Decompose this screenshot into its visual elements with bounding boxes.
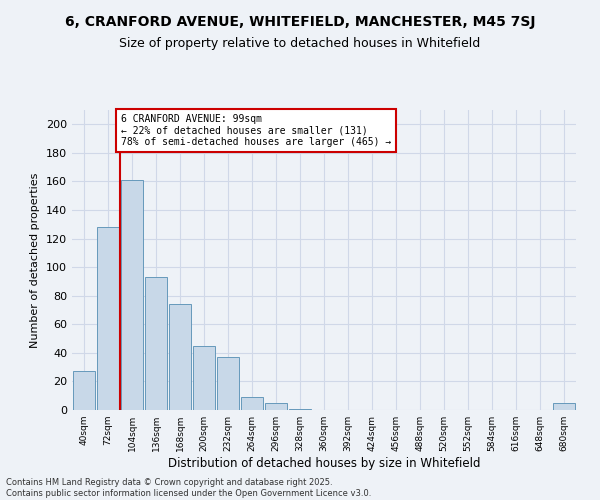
Bar bbox=[121, 180, 143, 410]
Bar bbox=[73, 372, 95, 410]
X-axis label: Distribution of detached houses by size in Whitefield: Distribution of detached houses by size … bbox=[168, 457, 480, 470]
Bar bbox=[193, 346, 215, 410]
Bar bbox=[265, 403, 287, 410]
Bar bbox=[169, 304, 191, 410]
Text: Contains HM Land Registry data © Crown copyright and database right 2025.
Contai: Contains HM Land Registry data © Crown c… bbox=[6, 478, 371, 498]
Text: 6, CRANFORD AVENUE, WHITEFIELD, MANCHESTER, M45 7SJ: 6, CRANFORD AVENUE, WHITEFIELD, MANCHEST… bbox=[65, 15, 535, 29]
Text: 6 CRANFORD AVENUE: 99sqm
← 22% of detached houses are smaller (131)
78% of semi-: 6 CRANFORD AVENUE: 99sqm ← 22% of detach… bbox=[121, 114, 391, 148]
Bar bbox=[97, 227, 119, 410]
Bar bbox=[217, 357, 239, 410]
Text: Size of property relative to detached houses in Whitefield: Size of property relative to detached ho… bbox=[119, 38, 481, 51]
Bar bbox=[241, 397, 263, 410]
Bar bbox=[289, 408, 311, 410]
Bar bbox=[145, 277, 167, 410]
Bar bbox=[553, 403, 575, 410]
Y-axis label: Number of detached properties: Number of detached properties bbox=[31, 172, 40, 348]
